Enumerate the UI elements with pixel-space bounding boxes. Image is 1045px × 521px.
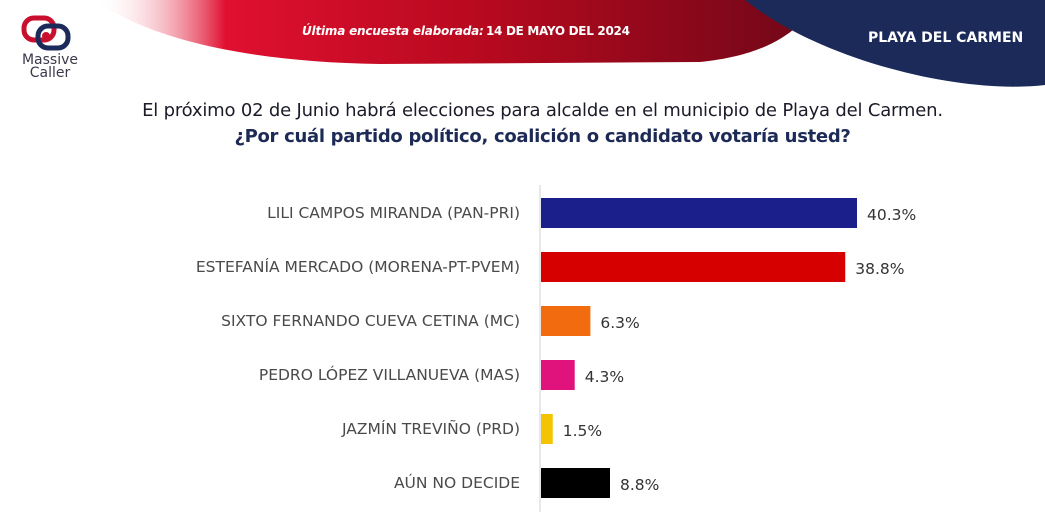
survey-label: Última encuesta elaborada:	[302, 24, 484, 38]
bar	[541, 252, 846, 282]
question-line1: El próximo 02 de Junio habrá elecciones …	[142, 100, 943, 121]
category-label: LILI CAMPOS MIRANDA (PAN-PRI)	[267, 204, 520, 222]
category-label: SIXTO FERNANDO CUEVA CETINA (MC)	[221, 312, 520, 330]
bar	[541, 468, 611, 498]
bar	[541, 306, 591, 336]
red-banner-shape	[95, 0, 820, 64]
question-line2: ¿Por cuál partido político, coalición o …	[234, 126, 851, 147]
bar	[541, 414, 553, 444]
navy-corner-shape	[745, 0, 1045, 87]
category-label: AÚN NO DECIDE	[394, 473, 520, 492]
value-label: 38.8%	[855, 260, 904, 278]
bar	[541, 360, 575, 390]
bar	[541, 198, 857, 228]
category-label: JAZMÍN TREVIÑO (PRD)	[341, 419, 520, 438]
category-label: PEDRO LÓPEZ VILLANUEVA (MAS)	[259, 365, 520, 384]
value-label: 40.3%	[867, 206, 916, 224]
chart-bars: LILI CAMPOS MIRANDA (PAN-PRI) 40.3% ESTEFA…	[196, 198, 916, 498]
value-label: 1.5%	[563, 422, 602, 440]
value-label: 6.3%	[600, 314, 639, 332]
logo-mark-icon	[21, 15, 71, 51]
value-label: 8.8%	[620, 476, 659, 494]
logo-brand-text: Massive Caller	[10, 52, 90, 81]
survey-date: 14 DE MAYO DEL 2024	[486, 24, 630, 38]
category-label: ESTEFANÍA MERCADO (MORENA-PT-PVEM)	[196, 257, 520, 276]
massive-caller-logo: Massive Caller	[10, 12, 90, 87]
city-title: PLAYA DEL CARMEN	[868, 30, 1024, 46]
logo-brand-line2: Caller	[29, 65, 71, 81]
value-label: 4.3%	[585, 368, 624, 386]
logo-brand-line1: Massive	[21, 52, 79, 68]
